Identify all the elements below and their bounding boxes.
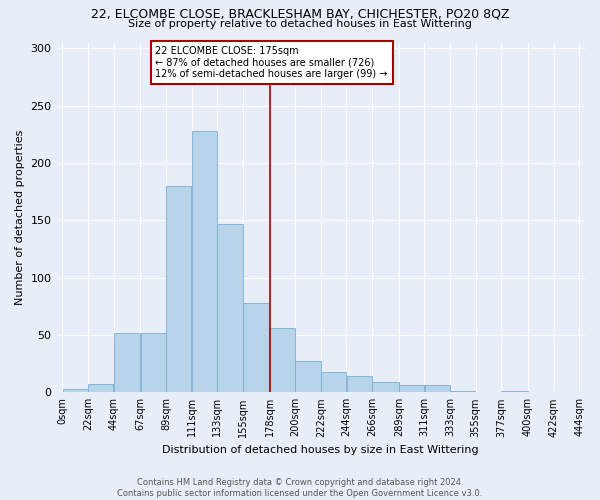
Bar — [502, 391, 528, 392]
Bar — [450, 391, 475, 392]
Bar — [425, 386, 450, 392]
Text: 22, ELCOMBE CLOSE, BRACKLESHAM BAY, CHICHESTER, PO20 8QZ: 22, ELCOMBE CLOSE, BRACKLESHAM BAY, CHIC… — [91, 8, 509, 20]
Bar — [399, 386, 424, 392]
Bar — [166, 186, 191, 392]
Bar — [114, 332, 140, 392]
Bar — [270, 328, 295, 392]
Text: Contains HM Land Registry data © Crown copyright and database right 2024.
Contai: Contains HM Land Registry data © Crown c… — [118, 478, 482, 498]
Text: 22 ELCOMBE CLOSE: 175sqm
← 87% of detached houses are smaller (726)
12% of semi-: 22 ELCOMBE CLOSE: 175sqm ← 87% of detach… — [155, 46, 388, 79]
Bar — [347, 376, 372, 392]
Bar — [243, 303, 269, 392]
Bar — [372, 382, 398, 392]
Bar — [88, 384, 113, 392]
X-axis label: Distribution of detached houses by size in East Wittering: Distribution of detached houses by size … — [163, 445, 479, 455]
Y-axis label: Number of detached properties: Number of detached properties — [15, 130, 25, 305]
Bar — [62, 389, 88, 392]
Bar — [295, 362, 320, 392]
Bar — [140, 332, 166, 392]
Bar — [192, 131, 217, 392]
Bar — [321, 372, 346, 392]
Text: Size of property relative to detached houses in East Wittering: Size of property relative to detached ho… — [128, 19, 472, 29]
Bar — [217, 224, 242, 392]
